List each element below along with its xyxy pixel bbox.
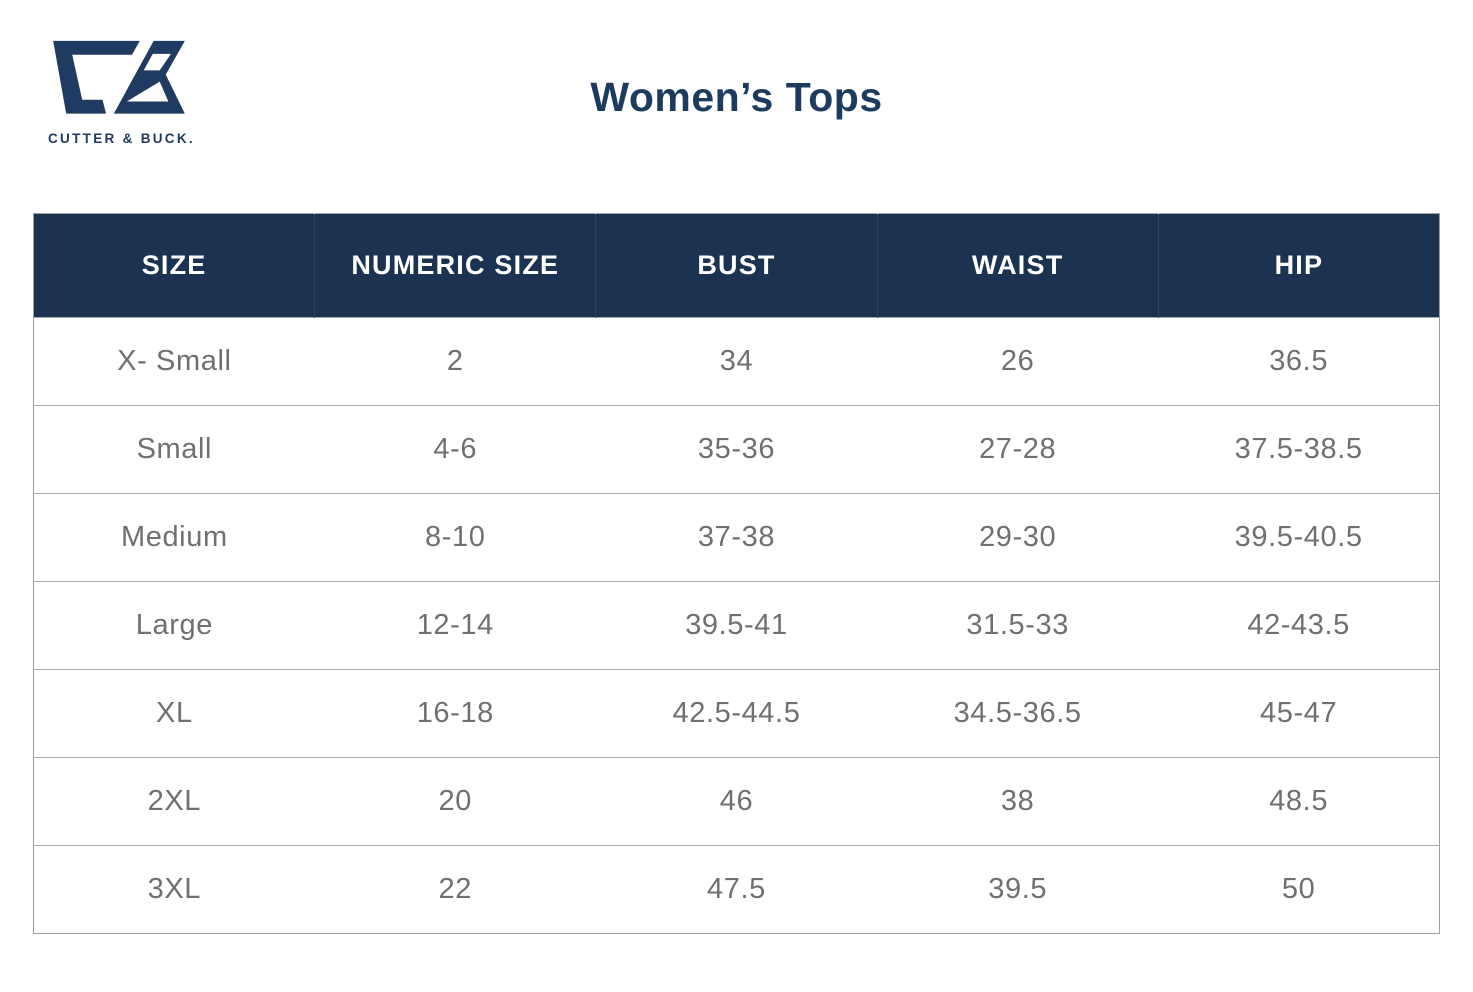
table-cell: 37.5-38.5 <box>1158 405 1440 494</box>
column-header-bust: BUST <box>595 213 878 318</box>
table-cell: 37-38 <box>595 493 878 582</box>
column-header-numeric-size: NUMERIC SIZE <box>314 213 596 318</box>
table-row: Medium 8-10 37-38 29-30 39.5-40.5 <box>33 493 1440 582</box>
size-table-body: X- Small 2 34 26 36.5 Small 4-6 35-36 27-28 37.5-… <box>33 317 1440 934</box>
table-row: X- Small 2 34 26 36.5 <box>33 317 1440 406</box>
table-cell: Small <box>33 405 315 494</box>
table-cell: 20 <box>314 757 596 846</box>
size-chart-table: SIZE NUMERIC SIZE BUST WAIST HIP X- Smal… <box>33 213 1440 934</box>
table-cell: 8-10 <box>314 493 596 582</box>
table-cell: 39.5-40.5 <box>1158 493 1440 582</box>
table-cell: 42.5-44.5 <box>595 669 878 758</box>
table-cell: 31.5-33 <box>877 581 1159 670</box>
page-title: Women’s Tops <box>590 74 883 120</box>
column-header-hip: HIP <box>1157 213 1440 318</box>
table-cell: 22 <box>314 845 596 934</box>
table-cell: 42-43.5 <box>1158 581 1440 670</box>
table-cell: 16-18 <box>314 669 596 758</box>
table-cell: 45-47 <box>1158 669 1440 758</box>
table-cell: 27-28 <box>877 405 1159 494</box>
table-cell: XL <box>33 669 315 758</box>
table-row: 3XL 22 47.5 39.5 50 <box>33 845 1440 934</box>
table-row: XL 16-18 42.5-44.5 34.5-36.5 45-47 <box>33 669 1440 758</box>
brand-wordmark: CUTTER & BUCK. <box>48 131 195 146</box>
table-cell: Medium <box>33 493 315 582</box>
table-cell: 48.5 <box>1158 757 1440 846</box>
table-cell: 29-30 <box>877 493 1159 582</box>
table-cell: 34.5-36.5 <box>877 669 1159 758</box>
table-cell: 26 <box>877 317 1159 406</box>
table-cell: 35-36 <box>595 405 878 494</box>
table-cell: 39.5-41 <box>595 581 878 670</box>
table-row: 2XL 20 46 38 48.5 <box>33 757 1440 846</box>
table-cell: 2XL <box>33 757 315 846</box>
table-cell: X- Small <box>33 317 315 406</box>
table-row: Small 4-6 35-36 27-28 37.5-38.5 <box>33 405 1440 494</box>
cutter-buck-cb-monogram-icon <box>53 40 185 114</box>
column-header-waist: WAIST <box>876 213 1159 318</box>
table-cell: 39.5 <box>877 845 1159 934</box>
table-cell: 36.5 <box>1158 317 1440 406</box>
table-cell: 2 <box>314 317 596 406</box>
table-cell: 3XL <box>33 845 315 934</box>
table-cell: 46 <box>595 757 878 846</box>
brand-logo: CUTTER & BUCK. <box>48 34 208 146</box>
table-cell: 47.5 <box>595 845 878 934</box>
table-cell: 4-6 <box>314 405 596 494</box>
table-cell: 50 <box>1158 845 1440 934</box>
table-cell: Large <box>33 581 315 670</box>
table-cell: 12-14 <box>314 581 596 670</box>
table-cell: 38 <box>877 757 1159 846</box>
column-header-size: SIZE <box>33 213 315 318</box>
table-row: Large 12-14 39.5-41 31.5-33 42-43.5 <box>33 581 1440 670</box>
table-cell: 34 <box>595 317 878 406</box>
table-header-row: SIZE NUMERIC SIZE BUST WAIST HIP <box>33 213 1440 318</box>
